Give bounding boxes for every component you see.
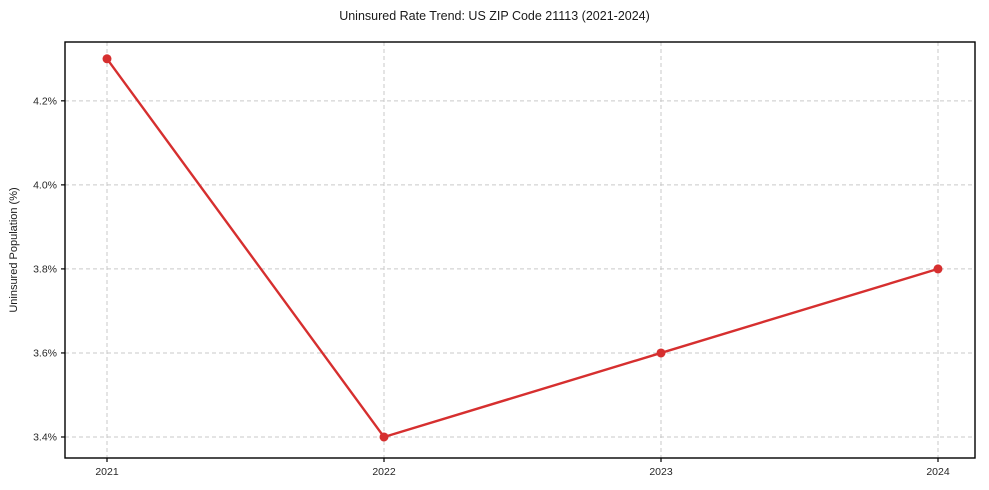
y-tick-label: 4.2% [33,95,57,107]
data-point-2024 [933,264,943,274]
x-tick-label: 2021 [95,466,119,478]
data-point-2022 [379,432,389,442]
y-tick-label: 4.0% [33,179,57,191]
x-tick-label: 2024 [926,466,950,478]
x-tick-label: 2022 [372,466,396,478]
data-point-2023 [656,348,666,358]
y-tick-label: 3.6% [33,348,57,360]
trend-line [105,57,940,439]
x-tick-label: 2023 [649,466,673,478]
chart-title: Uninsured Rate Trend: US ZIP Code 21113 … [339,9,650,23]
y-tick-label: 3.4% [33,432,57,444]
y-tick-label: 3.8% [33,263,57,275]
data-point-2021 [102,54,112,64]
plot-border [64,41,976,459]
